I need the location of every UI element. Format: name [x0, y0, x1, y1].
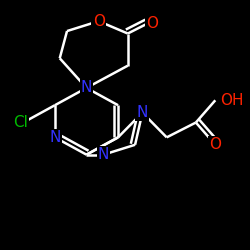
Text: OH: OH: [220, 93, 244, 108]
Text: O: O: [93, 14, 105, 29]
Text: Cl: Cl: [14, 115, 28, 130]
Text: O: O: [146, 16, 158, 31]
Text: N: N: [81, 80, 92, 96]
Text: N: N: [49, 130, 60, 145]
Text: O: O: [209, 137, 221, 152]
Text: N: N: [137, 105, 148, 120]
Text: N: N: [98, 147, 109, 162]
